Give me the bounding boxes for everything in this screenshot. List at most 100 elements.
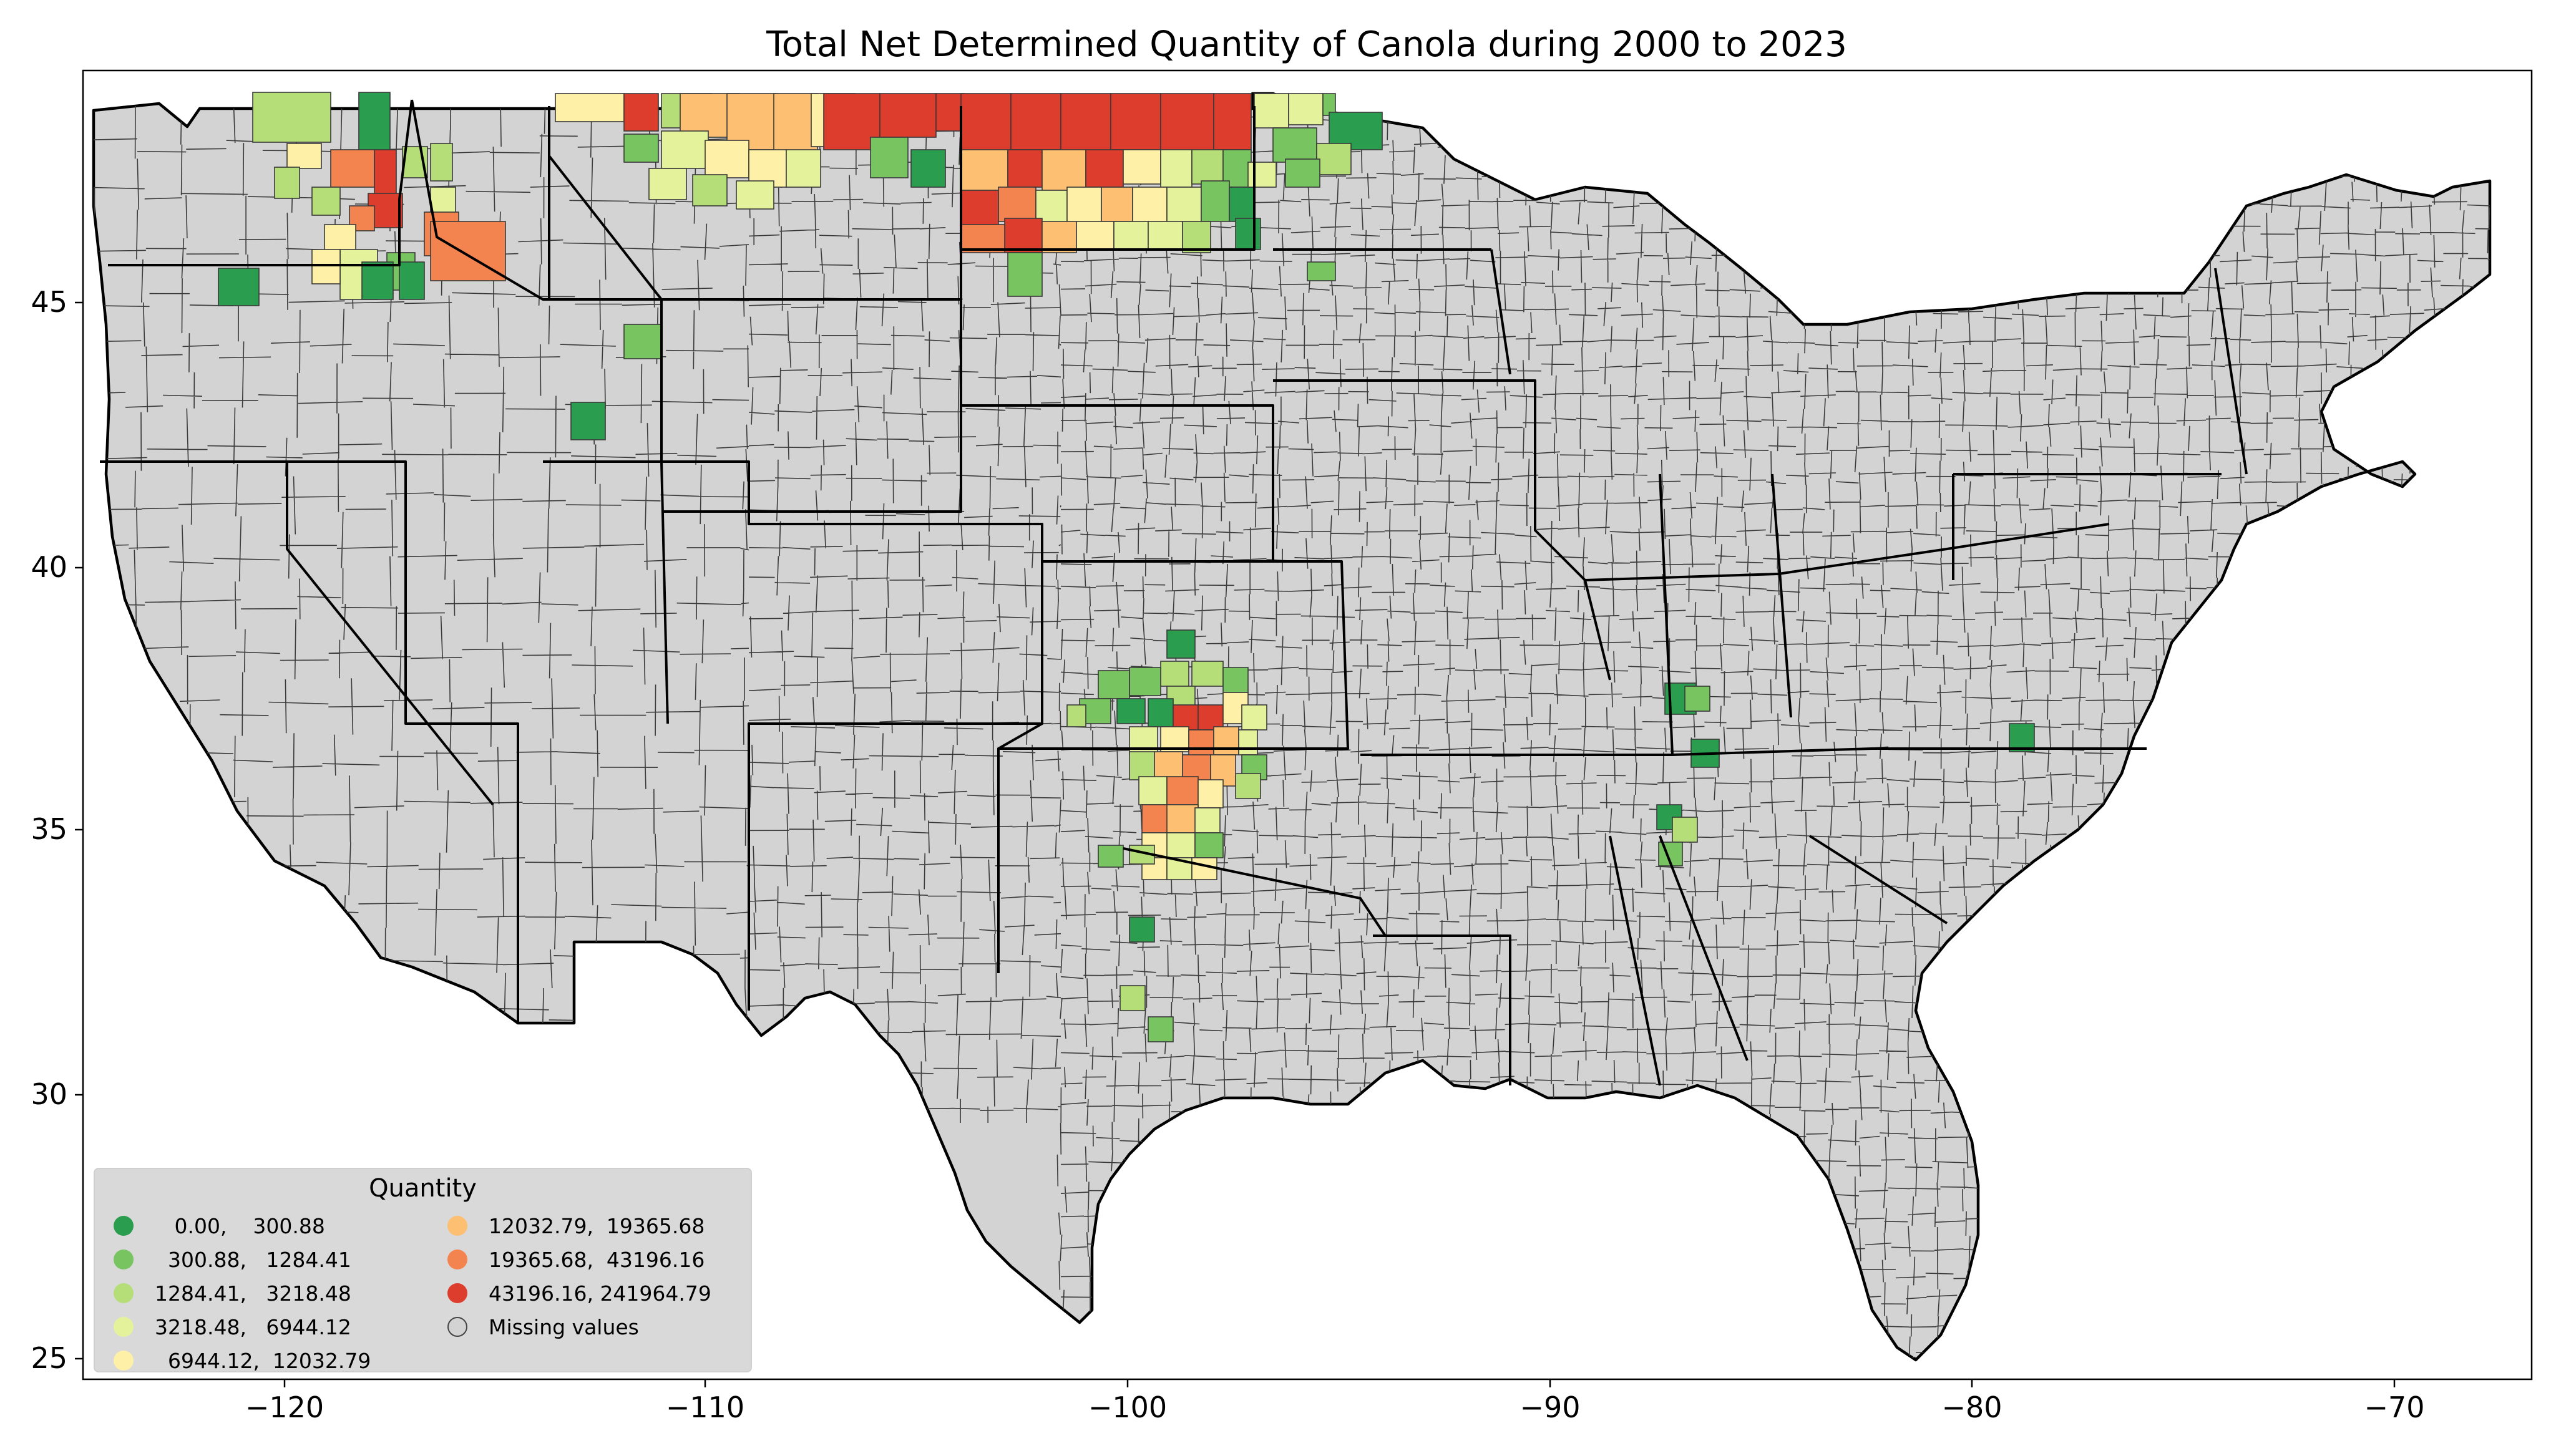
colored-county-cell [1316, 143, 1352, 175]
colored-county-cell [1148, 698, 1174, 727]
colored-county-cell [1129, 916, 1155, 943]
colored-county-cell [1166, 629, 1196, 659]
legend-label: 19365.68, 43196.16 [489, 1247, 705, 1272]
colored-county-cell [1101, 187, 1133, 222]
colored-county-cell [623, 133, 659, 163]
y-tick-label: 25 [31, 1341, 67, 1375]
colored-county-cell [1235, 773, 1261, 799]
colored-county-cell [648, 168, 687, 200]
legend-item: 19365.68, 43196.16 [447, 1243, 711, 1276]
colored-county-cell [1160, 93, 1214, 153]
state-boundaries [100, 99, 2248, 1086]
colored-county-cell [1235, 218, 1261, 250]
colored-county-cell [1191, 661, 1224, 687]
colored-county-cell [1222, 667, 1249, 693]
colored-county-cell [1085, 149, 1124, 188]
legend-label: Missing values [489, 1314, 639, 1339]
colored-county-cell [1148, 221, 1183, 250]
colored-county-cell [960, 149, 1008, 191]
y-tick-label: 45 [31, 285, 67, 319]
colored-county-cell [1191, 149, 1224, 185]
colored-county-cell [1160, 149, 1193, 188]
colored-county-cell [1010, 93, 1061, 150]
colored-county-cell [1238, 729, 1258, 755]
colored-county-cell [361, 261, 394, 300]
colored-county-cell [1113, 221, 1149, 250]
colored-county-cell [1191, 857, 1217, 880]
colored-county-cell [705, 140, 749, 178]
colored-county-cell [1041, 149, 1086, 191]
colored-county-cell [324, 224, 356, 253]
colored-county-cell [910, 149, 946, 188]
legend-column: 12032.79, 19365.68 19365.68, 43196.16 43… [447, 1209, 711, 1344]
county-choropleth [92, 92, 2492, 1362]
colored-county-cell [1198, 779, 1224, 808]
legend-title: Quantity [369, 1174, 477, 1203]
map-title: Total Net Determined Quantity of Canola … [766, 24, 1847, 65]
colored-county-cell [1229, 187, 1255, 222]
legend-column: 0.00, 300.88 300.88, 1284.41 1284.41, 32… [114, 1209, 371, 1377]
colored-county-cell [311, 187, 341, 216]
colored-county-cell [1132, 187, 1168, 225]
colored-county-cell [1076, 221, 1115, 250]
legend-label: 300.88, 1284.41 [155, 1247, 351, 1272]
colored-county-cell [430, 187, 456, 216]
colored-county-cell [1116, 698, 1146, 724]
colored-county-cell [1041, 221, 1077, 253]
x-tick-label: −100 [1088, 1390, 1167, 1424]
colored-county-cell [1160, 661, 1189, 687]
legend-item: Missing values [447, 1310, 711, 1344]
y-tick-label: 35 [31, 812, 67, 846]
legend-marker-icon [447, 1216, 467, 1236]
colored-county-cell [960, 190, 999, 228]
colored-county-cell [286, 143, 322, 169]
legend: Quantity 0.00, 300.88 300.88, 1284.41 12… [94, 1168, 752, 1373]
y-tick-label: 40 [31, 550, 67, 584]
colored-county-cell [1148, 1016, 1174, 1042]
x-axis: −120 −110 −100 −90 −80 −70 [245, 1379, 2425, 1424]
legend-label: 43196.16, 241964.79 [489, 1281, 711, 1306]
legend-marker-icon [114, 1283, 134, 1303]
y-tick-label: 30 [31, 1077, 67, 1111]
colored-county-cell [1307, 261, 1336, 281]
colored-county-cell [1138, 776, 1168, 805]
colored-county-cell [1247, 162, 1277, 188]
colored-county-cell [1166, 832, 1196, 858]
legend-item: 12032.79, 19365.68 [447, 1209, 711, 1243]
colored-county-cell [1066, 704, 1086, 727]
colored-county-cell [1098, 670, 1130, 699]
colored-county-cell [1129, 751, 1155, 780]
colored-county-cell [935, 93, 965, 132]
us-outline [92, 92, 2492, 1362]
legend-item: 0.00, 300.88 [114, 1209, 371, 1243]
legend-item: 3218.48, 6944.12 [114, 1310, 371, 1344]
colored-county-cell [2009, 723, 2035, 752]
legend-item: 300.88, 1284.41 [114, 1243, 371, 1276]
colored-county-cell [430, 143, 453, 182]
colored-county-cell [1188, 729, 1214, 759]
legend-label: 1284.41, 3218.48 [155, 1281, 351, 1306]
colored-county-cell [623, 324, 662, 359]
legend-marker-icon [114, 1351, 134, 1371]
colored-county-cell [623, 93, 659, 132]
colored-county-cell [1182, 221, 1211, 253]
x-tick-label: −90 [1519, 1390, 1580, 1424]
colored-county-cell [1141, 804, 1171, 833]
colored-county-cell [1173, 704, 1199, 730]
colored-county-cell [1098, 845, 1124, 868]
legend-marker-icon [114, 1216, 134, 1236]
colored-county-cell [1194, 807, 1221, 833]
colored-county-cell [1254, 93, 1289, 129]
colored-county-cell [1060, 93, 1111, 153]
colored-county-cell [555, 93, 625, 122]
colored-county-cell [1166, 187, 1202, 225]
colored-county-cell [274, 167, 300, 199]
legend-item: 1284.41, 3218.48 [114, 1276, 371, 1310]
colored-county-cell [330, 149, 375, 188]
legend-label: 6944.12, 12032.79 [155, 1348, 371, 1373]
colored-counties [218, 92, 2035, 1042]
x-tick-label: −120 [245, 1390, 324, 1424]
colored-county-cell [1672, 817, 1698, 843]
